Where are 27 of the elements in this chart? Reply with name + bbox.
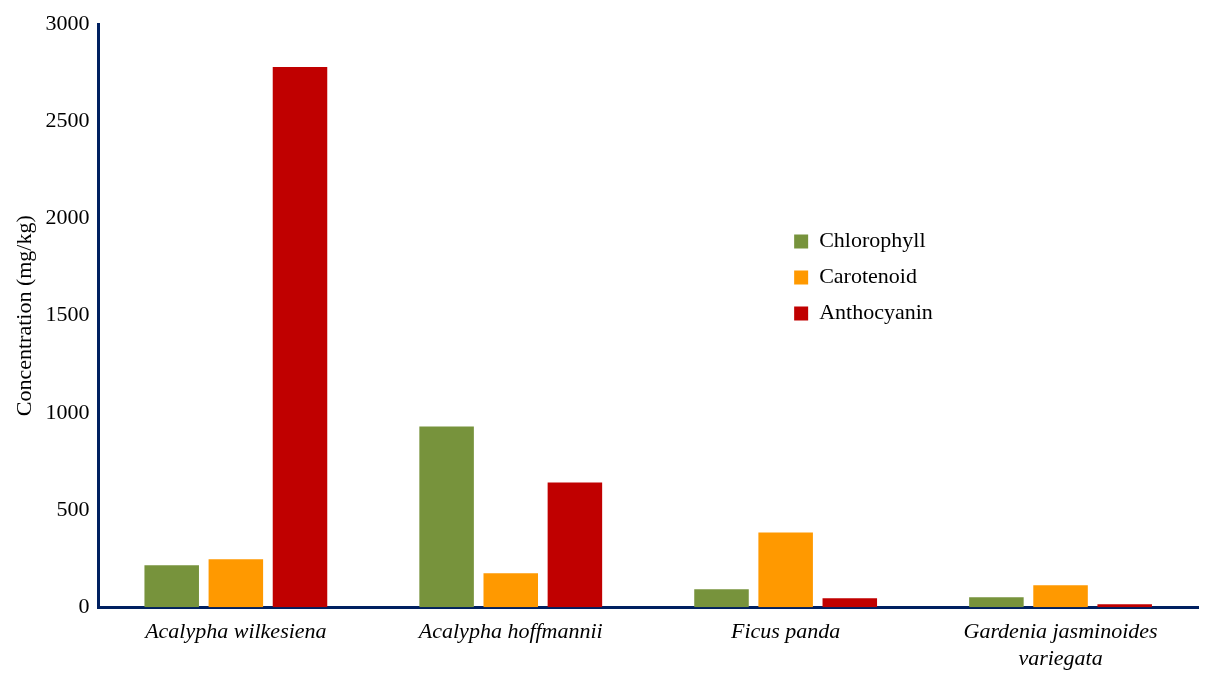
legend-label: Anthocyanin xyxy=(819,299,933,325)
legend-label: Carotenoid xyxy=(819,263,917,289)
bar xyxy=(144,565,199,608)
y-tick-label: 2500 xyxy=(45,107,90,133)
legend-label: Chlorophyll xyxy=(819,227,926,253)
y-axis-title: Concentration (mg/kg) xyxy=(10,215,36,417)
bar xyxy=(483,573,539,608)
y-tick-label: 1000 xyxy=(45,398,90,424)
bar xyxy=(272,66,328,608)
bar xyxy=(547,482,603,608)
y-tick-label: 2000 xyxy=(45,204,90,230)
bar xyxy=(1033,585,1088,608)
x-tick-label: Acalypha wilkesiena xyxy=(143,618,327,644)
bar xyxy=(419,426,474,608)
x-tick-label: Ficus panda xyxy=(729,618,841,644)
bar xyxy=(694,589,749,608)
y-tick-label: 500 xyxy=(56,495,90,521)
y-tick-label: 0 xyxy=(78,592,90,618)
x-tick-label: Gardenia jasminoides variegata xyxy=(963,618,1158,670)
bar xyxy=(758,532,813,608)
y-tick-label: 1500 xyxy=(45,301,90,327)
bar xyxy=(1097,604,1152,608)
bar xyxy=(822,598,878,608)
bar xyxy=(208,559,264,608)
bar xyxy=(969,597,1024,608)
x-tick-label: Acalypha hoffmannii xyxy=(416,618,603,644)
y-tick-label: 3000 xyxy=(45,9,90,35)
